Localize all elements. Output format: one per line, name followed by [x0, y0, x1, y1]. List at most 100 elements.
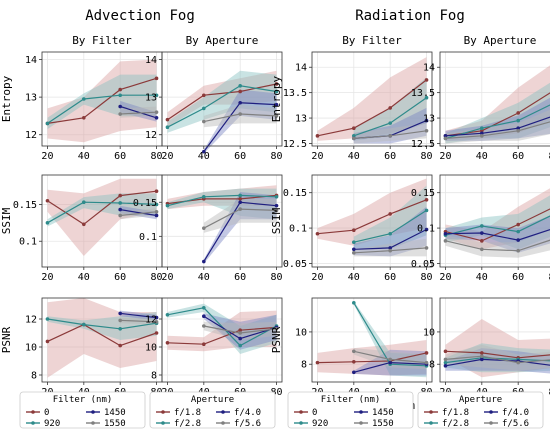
band-f/2.8: [445, 343, 550, 373]
data-point: [516, 238, 520, 242]
data-point: [388, 248, 392, 253]
data-point: [443, 136, 448, 141]
ytick-label: 0.05: [283, 259, 307, 270]
band-1450: [353, 107, 427, 144]
xtick-label: 60: [234, 272, 246, 283]
ytick-label: 8: [31, 371, 37, 382]
series-line-1450: [120, 209, 157, 217]
plot-frame: [439, 297, 550, 383]
legend-aperture-1: Aperture f/1.8f/2.8 f/4.0f/5.6: [149, 391, 276, 429]
plot-frame: [439, 174, 550, 268]
ytick-label: 0.05: [411, 259, 435, 270]
y-axis-label: Entropy: [0, 75, 13, 122]
xtick-label: 40: [348, 272, 360, 283]
legend-frame: [19, 391, 146, 429]
data-point: [424, 227, 429, 232]
data-point: [154, 315, 159, 320]
legend-marker: [161, 410, 165, 414]
ytick-label: 0.1: [289, 224, 307, 235]
xtick-label: 80: [421, 272, 433, 283]
panel-1-0: 0.1 0.15 20 40 60 80 SSIM: [0, 174, 163, 283]
panel-title: By Filter: [342, 34, 402, 47]
data-point: [274, 327, 279, 331]
band-0: [47, 59, 157, 143]
data-point: [424, 246, 429, 250]
data-point: [424, 197, 429, 202]
legend-marker: [489, 421, 493, 425]
series-line-f/2.8: [445, 357, 550, 364]
xtick-label: 20: [439, 151, 451, 162]
data-point: [45, 221, 50, 225]
xtick-label: 60: [512, 272, 524, 283]
band-0: [317, 178, 427, 246]
data-point: [443, 357, 448, 362]
ytick-label: 8: [429, 360, 435, 371]
data-point: [202, 149, 206, 154]
series-line-f/2.8: [445, 104, 550, 139]
data-point: [388, 246, 392, 250]
band-920: [353, 301, 427, 378]
group-title-advection: Advection Fog: [85, 8, 195, 24]
data-point: [45, 339, 50, 344]
data-point: [274, 102, 279, 107]
plot-frame: [311, 297, 433, 383]
data-point: [238, 193, 242, 198]
data-point: [516, 126, 520, 131]
legend-marker: [221, 421, 225, 425]
data-point: [352, 349, 356, 354]
data-point: [516, 111, 520, 115]
xtick-label: 60: [512, 151, 524, 162]
ytick-label: 0.15: [283, 188, 307, 199]
series-line-f/2.8: [167, 85, 277, 128]
data-point: [443, 134, 448, 138]
panel-0-0: 12 13 14 20 40 60 80 By Filter Entropy: [0, 34, 163, 162]
ytick-label: 12: [145, 130, 157, 141]
ytick-label: 12: [25, 130, 37, 141]
band-f/5.6: [445, 109, 550, 144]
xtick-label: 20: [439, 272, 451, 283]
legend-title: Aperture: [459, 395, 502, 405]
band-0: [317, 57, 427, 141]
plot-frame: [161, 51, 283, 147]
xtick-label: 60: [384, 272, 396, 283]
legend-marker: [429, 421, 433, 425]
band-f/2.8: [445, 195, 550, 250]
series-line-920: [47, 94, 157, 124]
data-point: [118, 311, 122, 316]
data-point: [165, 313, 170, 317]
data-point: [424, 128, 429, 133]
data-point: [352, 251, 356, 255]
data-point: [45, 198, 50, 203]
legend-entry: f/2.8: [442, 419, 469, 429]
legend-marker: [31, 421, 35, 425]
legend-entry: f/1.8: [442, 408, 469, 418]
data-point: [424, 78, 429, 82]
legend-marker: [31, 410, 35, 414]
xtick-label: 20: [311, 272, 323, 283]
data-point: [424, 118, 429, 123]
data-point: [45, 317, 50, 321]
data-point: [480, 351, 484, 355]
data-point: [202, 259, 206, 264]
data-point: [118, 87, 122, 92]
series-line-f/5.6: [445, 239, 550, 252]
ytick-label: 14: [295, 63, 307, 74]
panel-0-3: 12.5 13 13.5 14 20 40 60 80 By Aperture: [411, 34, 550, 162]
data-point: [154, 320, 159, 324]
ytick-label: 12: [25, 315, 37, 326]
band-f/5.6: [445, 344, 550, 371]
ytick-label: 13: [25, 93, 37, 104]
data-point: [388, 134, 392, 138]
xtick-label: 80: [549, 387, 550, 398]
series-line-f/4.0: [445, 228, 550, 241]
data-point: [424, 351, 429, 355]
y-axis-label: SSIM: [0, 207, 13, 234]
band-f/5.6: [445, 229, 550, 258]
series-line-f/2.8: [167, 194, 277, 207]
series-line-1550: [120, 319, 157, 323]
panel-title: By Aperture: [186, 34, 259, 47]
band-f/1.8: [445, 188, 550, 250]
y-axis-label: PSNR: [270, 326, 283, 353]
xtick-label: 40: [348, 151, 360, 162]
